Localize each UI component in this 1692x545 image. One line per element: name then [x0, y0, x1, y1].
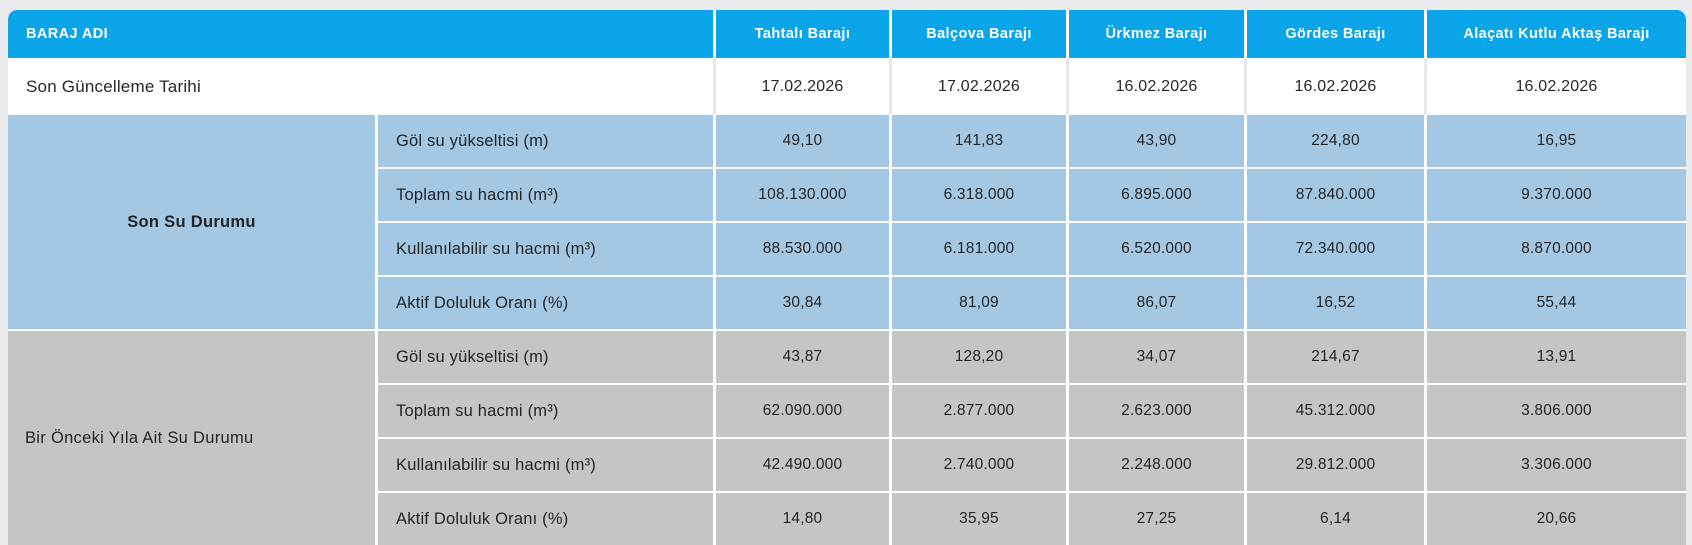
table-row-usable-volume: Kullanılabilir su hacmi (m³) 88.530.000 … [378, 223, 1686, 275]
value-cell: 224,80 [1247, 115, 1424, 167]
metric-label: Kullanılabilir su hacmi (m³) [378, 223, 713, 275]
column-header-urkmez: Ürkmez Barajı [1069, 10, 1244, 58]
value-cell: 214,67 [1247, 331, 1424, 383]
update-date-cell: 17.02.2026 [892, 58, 1066, 115]
value-cell: 30,84 [716, 277, 889, 329]
table-row-lake-level: Göl su yükseltisi (m) 49,10 141,83 43,90… [378, 115, 1686, 167]
value-cell: 6.181.000 [892, 223, 1066, 275]
value-cell: 108.130.000 [716, 169, 889, 221]
value-cell: 6.895.000 [1069, 169, 1244, 221]
value-cell: 62.090.000 [716, 385, 889, 437]
value-cell: 49,10 [716, 115, 889, 167]
value-cell: 35,95 [892, 493, 1066, 545]
value-cell: 6.318.000 [892, 169, 1066, 221]
value-cell: 16,52 [1247, 277, 1424, 329]
value-cell: 43,90 [1069, 115, 1244, 167]
value-cell: 20,66 [1427, 493, 1686, 545]
section-previous-year-status: Bir Önceki Yıla Ait Su Durumu Göl su yük… [8, 331, 1686, 545]
value-cell: 3.806.000 [1427, 385, 1686, 437]
metric-label: Göl su yükseltisi (m) [378, 115, 713, 167]
value-cell: 8.870.000 [1427, 223, 1686, 275]
table-header-row: BARAJ ADI Tahtalı Barajı Balçova Barajı … [8, 10, 1686, 58]
metric-label: Toplam su hacmi (m³) [378, 385, 713, 437]
metric-label: Toplam su hacmi (m³) [378, 169, 713, 221]
column-header-alacati: Alaçatı Kutlu Aktaş Barajı [1427, 10, 1686, 58]
value-cell: 128,20 [892, 331, 1066, 383]
column-header-gordes: Gördes Barajı [1247, 10, 1424, 58]
table-row-total-volume: Toplam su hacmi (m³) 108.130.000 6.318.0… [378, 169, 1686, 221]
section-label-current: Son Su Durumu [8, 115, 375, 329]
update-date-cell: 17.02.2026 [716, 58, 889, 115]
metric-label: Aktif Doluluk Oranı (%) [378, 277, 713, 329]
value-cell: 2.623.000 [1069, 385, 1244, 437]
value-cell: 29.812.000 [1247, 439, 1424, 491]
table-row-fill-rate: Aktif Doluluk Oranı (%) 30,84 81,09 86,0… [378, 277, 1686, 329]
value-cell: 2.248.000 [1069, 439, 1244, 491]
metric-label: Göl su yükseltisi (m) [378, 331, 713, 383]
value-cell: 72.340.000 [1247, 223, 1424, 275]
value-cell: 13,91 [1427, 331, 1686, 383]
update-date-cell: 16.02.2026 [1427, 58, 1686, 115]
table-row-usable-volume-prev: Kullanılabilir su hacmi (m³) 42.490.000 … [378, 439, 1686, 491]
value-cell: 6,14 [1247, 493, 1424, 545]
update-date-row: Son Güncelleme Tarihi 17.02.2026 17.02.2… [8, 58, 1686, 115]
section-current-water-status: Son Su Durumu Göl su yükseltisi (m) 49,1… [8, 115, 1686, 329]
value-cell: 34,07 [1069, 331, 1244, 383]
value-cell: 141,83 [892, 115, 1066, 167]
value-cell: 27,25 [1069, 493, 1244, 545]
table-row-lake-level-prev: Göl su yükseltisi (m) 43,87 128,20 34,07… [378, 331, 1686, 383]
value-cell: 81,09 [892, 277, 1066, 329]
value-cell: 55,44 [1427, 277, 1686, 329]
update-date-cell: 16.02.2026 [1069, 58, 1244, 115]
value-cell: 3.306.000 [1427, 439, 1686, 491]
column-header-baraj-adi: BARAJ ADI [8, 10, 713, 58]
value-cell: 2.877.000 [892, 385, 1066, 437]
value-cell: 14,80 [716, 493, 889, 545]
value-cell: 43,87 [716, 331, 889, 383]
metric-label: Kullanılabilir su hacmi (m³) [378, 439, 713, 491]
column-header-tahtali: Tahtalı Barajı [716, 10, 889, 58]
column-header-balcova: Balçova Barajı [892, 10, 1066, 58]
value-cell: 88.530.000 [716, 223, 889, 275]
value-cell: 86,07 [1069, 277, 1244, 329]
table-row-fill-rate-prev: Aktif Doluluk Oranı (%) 14,80 35,95 27,2… [378, 493, 1686, 545]
dam-status-table: BARAJ ADI Tahtalı Barajı Balçova Barajı … [8, 10, 1686, 545]
table-row-total-volume-prev: Toplam su hacmi (m³) 62.090.000 2.877.00… [378, 385, 1686, 437]
value-cell: 2.740.000 [892, 439, 1066, 491]
value-cell: 42.490.000 [716, 439, 889, 491]
section-label-previous: Bir Önceki Yıla Ait Su Durumu [8, 331, 375, 545]
metric-label: Aktif Doluluk Oranı (%) [378, 493, 713, 545]
value-cell: 45.312.000 [1247, 385, 1424, 437]
value-cell: 87.840.000 [1247, 169, 1424, 221]
value-cell: 6.520.000 [1069, 223, 1244, 275]
update-date-label: Son Güncelleme Tarihi [8, 58, 713, 115]
update-date-cell: 16.02.2026 [1247, 58, 1424, 115]
value-cell: 9.370.000 [1427, 169, 1686, 221]
value-cell: 16,95 [1427, 115, 1686, 167]
